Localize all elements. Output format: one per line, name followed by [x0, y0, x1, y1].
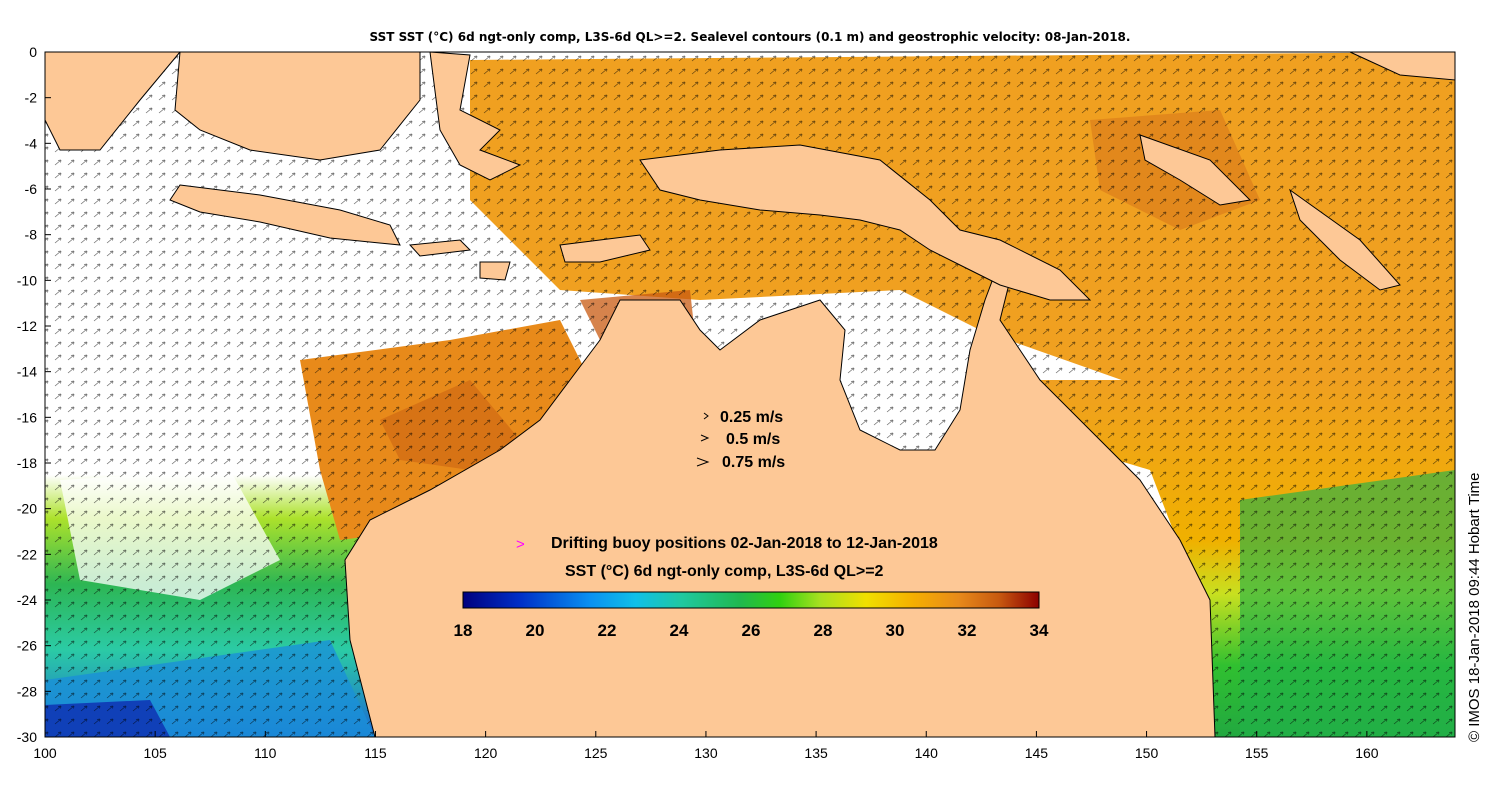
y-tick-label: -6: [25, 181, 38, 197]
velocity-label-05: 0.5 m/s: [726, 431, 780, 448]
colorbar-tick-label: 26: [742, 621, 761, 640]
colorbar-tick-label: 32: [958, 621, 977, 640]
y-tick-label: -28: [17, 683, 37, 699]
y-axis: 0 -2 -4 -6 -8 -10 -12 -14 -16 -18 -20 -22 -24 -26 -28 -…: [17, 44, 51, 745]
x-tick-label: 160: [1355, 745, 1379, 761]
velocity-arrow-05: [700, 434, 710, 442]
buoy-symbol: >: [516, 536, 525, 553]
colorbar-tick-label: 24: [670, 621, 689, 640]
colorbar: SST (°C) 6d ngt-only comp, L3S-6d QL>=2 …: [454, 563, 1049, 640]
credit-text: © IMOS 18-Jan-2018 09:44 Hobart Time: [1466, 472, 1483, 742]
colorbar-ticks: 18 20 22 24 26 28 30 32 34: [454, 621, 1049, 640]
map-title: SST SST (°C) 6d ngt-only comp, L3S-6d QL…: [369, 30, 1131, 44]
y-tick-label: -10: [17, 272, 37, 288]
colorbar-tick-label: 30: [886, 621, 905, 640]
y-tick-label: 0: [29, 44, 37, 60]
velocity-label-075: 0.75 m/s: [722, 454, 785, 471]
colorbar-tick-label: 22: [598, 621, 617, 640]
x-tick-label: 155: [1245, 745, 1269, 761]
x-tick-label: 145: [1025, 745, 1049, 761]
y-tick-label: -20: [17, 501, 37, 517]
y-tick-label: -26: [17, 638, 37, 654]
map-frame: [44, 51, 1456, 738]
x-axis: 100 105 110 115 120 125 130 135 140 145 150 155 160: [33, 731, 1379, 761]
velocity-legend: 0.25 m/s 0.5 m/s 0.75 m/s: [696, 409, 785, 471]
x-tick-label: 125: [584, 745, 608, 761]
y-tick-label: -24: [17, 592, 37, 608]
x-tick-label: 120: [474, 745, 498, 761]
x-tick-label: 140: [915, 745, 939, 761]
x-tick-label: 105: [143, 745, 167, 761]
colorbar-tick-label: 28: [814, 621, 833, 640]
land: [44, 51, 1456, 738]
colorbar-tick-label: 20: [526, 621, 545, 640]
y-tick-label: -22: [17, 546, 37, 562]
y-tick-label: -2: [25, 90, 38, 106]
buoy-label: Drifting buoy positions 02-Jan-2018 to 1…: [551, 535, 938, 552]
x-tick-label: 110: [254, 745, 277, 761]
y-tick-label: -16: [17, 409, 37, 425]
y-tick-label: -18: [17, 455, 37, 471]
colorbar-title: SST (°C) 6d ngt-only comp, L3S-6d QL>=2: [565, 563, 884, 580]
colorbar-tick-label: 18: [454, 621, 473, 640]
x-tick-label: 135: [804, 745, 828, 761]
y-tick-label: -8: [25, 227, 38, 243]
colorbar-gradient: [462, 591, 1040, 609]
velocity-label-025: 0.25 m/s: [720, 409, 783, 426]
velocity-arrow-075: [696, 457, 710, 467]
y-tick-label: -30: [17, 729, 37, 745]
x-tick-label: 100: [33, 745, 57, 761]
y-tick-label: -14: [17, 364, 37, 380]
x-tick-label: 150: [1135, 745, 1159, 761]
y-tick-label: -12: [17, 318, 37, 334]
buoy-legend: > Drifting buoy positions 02-Jan-2018 to…: [516, 535, 938, 553]
colorbar-tick-label: 34: [1030, 621, 1049, 640]
velocity-arrow-025: [703, 412, 709, 420]
x-tick-label: 115: [364, 745, 387, 761]
x-tick-label: 130: [694, 745, 718, 761]
y-tick-label: -4: [25, 135, 38, 151]
